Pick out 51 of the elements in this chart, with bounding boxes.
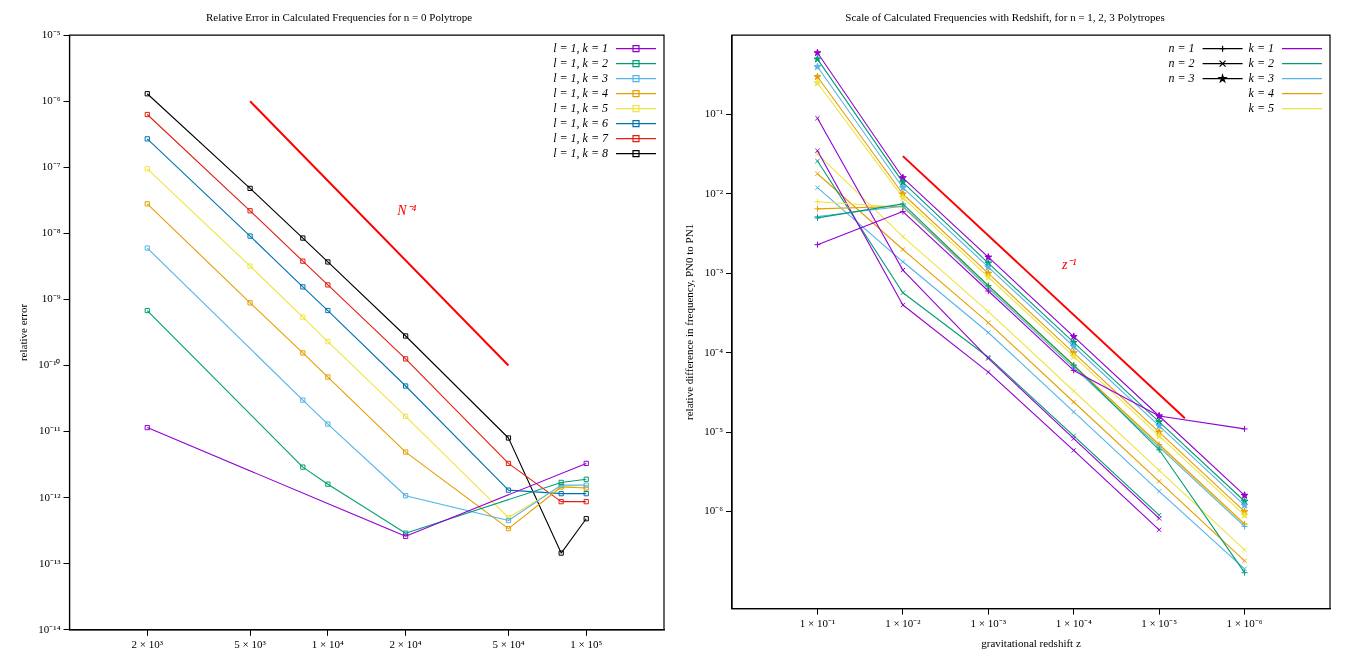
legend-label: l = 1, k = 8 xyxy=(553,145,608,160)
legend-label: l = 1, k = 5 xyxy=(553,100,608,115)
legend-label: n = 2 xyxy=(1168,55,1195,70)
annotation: N⁻⁴ xyxy=(396,203,417,219)
x-tick-label: 1 × 10⁻⁴ xyxy=(1055,617,1092,630)
y-tick-label: 10⁻⁹ xyxy=(41,292,61,305)
x-tick-label: 2 × 10⁴ xyxy=(389,638,422,651)
legend-label: l = 1, k = 6 xyxy=(553,115,608,130)
y-tick-label: 10⁻⁸ xyxy=(41,226,61,239)
legend-label: k = 4 xyxy=(1248,85,1274,100)
legend-label: l = 1, k = 7 xyxy=(553,130,609,145)
x-tick-label: 1 × 10⁻¹ xyxy=(799,617,836,630)
chart-title: Scale of Calculated Frequencies with Redshift, for n = 1, 2, 3 Polytropes xyxy=(845,11,1165,24)
y-tick-label: 10⁻¹ xyxy=(704,107,724,120)
y-tick-label: 10⁻² xyxy=(704,186,724,199)
x-tick-label: 1 × 10⁻³ xyxy=(970,617,1007,630)
x-axis-title: gravitational redshift z xyxy=(981,637,1081,650)
x-tick-label: 5 × 10⁴ xyxy=(492,638,525,651)
annotation: z⁻¹ xyxy=(1060,256,1077,272)
y-tick-label: 10⁻¹³ xyxy=(38,556,62,569)
legend-label: l = 1, k = 1 xyxy=(553,40,608,55)
legend-label: k = 5 xyxy=(1248,100,1274,115)
x-tick-label: 2 × 10³ xyxy=(131,638,164,651)
y-tick-label: 10⁻⁶ xyxy=(704,504,724,517)
legend-label: k = 1 xyxy=(1248,40,1274,55)
y-axis-title: relative difference in frequency, PN0 to PN1 xyxy=(683,223,696,420)
legend-label: l = 1, k = 3 xyxy=(553,70,608,85)
legend-label: n = 3 xyxy=(1168,70,1195,85)
x-tick-label: 1 × 10⁴ xyxy=(311,638,345,651)
y-tick-label: 10⁻³ xyxy=(704,266,724,279)
y-axis-title: relative error xyxy=(17,303,30,362)
x-tick-label: 1 × 10⁻⁶ xyxy=(1226,617,1263,630)
x-tick-label: 1 × 10⁻⁵ xyxy=(1141,617,1178,630)
x-tick-label: 5 × 10³ xyxy=(234,638,267,651)
legend-label: l = 1, k = 2 xyxy=(553,55,608,70)
y-tick-label: 10⁻⁷ xyxy=(41,160,61,173)
y-tick-label: 10⁻⁵ xyxy=(41,28,61,41)
y-tick-label: 10⁻¹⁰ xyxy=(38,358,61,371)
x-tick-label: 1 × 10⁻² xyxy=(885,617,922,630)
legend-label: n = 1 xyxy=(1168,40,1195,55)
y-tick-label: 10⁻⁵ xyxy=(704,425,724,438)
chart-title: Relative Error in Calculated Frequencies for n = 0 Polytrope xyxy=(205,11,473,24)
y-tick-label: 10⁻¹¹ xyxy=(38,424,61,437)
legend-label: k = 2 xyxy=(1248,55,1274,70)
y-tick-label: 10⁻⁶ xyxy=(41,94,61,107)
x-tick-label: 1 × 10⁵ xyxy=(570,638,603,651)
legend-label: k = 3 xyxy=(1248,70,1274,85)
y-tick-label: 10⁻⁴ xyxy=(704,345,724,358)
y-tick-label: 10⁻¹² xyxy=(38,490,62,503)
y-tick-label: 10⁻¹⁴ xyxy=(38,622,61,635)
legend-label: l = 1, k = 4 xyxy=(553,85,608,100)
